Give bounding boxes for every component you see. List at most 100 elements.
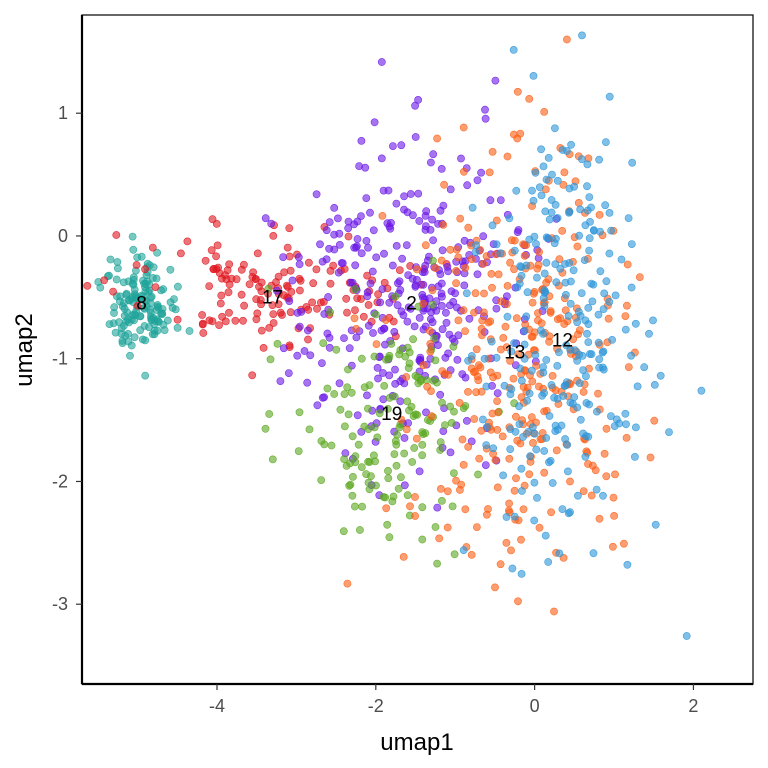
- data-point-cluster-12: [605, 297, 614, 306]
- data-point-cluster-12: [519, 433, 527, 441]
- data-point-cluster-12: [544, 153, 553, 162]
- data-point-cluster-12: [540, 269, 549, 278]
- data-point-cluster-2: [481, 114, 490, 123]
- data-point-cluster-12: [537, 326, 545, 335]
- data-point-cluster-12: [573, 403, 582, 412]
- data-point-cluster-19: [449, 469, 458, 477]
- data-point-cluster-13: [517, 535, 525, 544]
- data-point-cluster-13: [527, 332, 536, 341]
- data-point-cluster-12: [650, 380, 659, 389]
- data-point-cluster-12: [583, 329, 591, 338]
- data-point-cluster-19: [380, 381, 389, 390]
- data-point-cluster-2: [285, 297, 294, 305]
- data-point-cluster-12: [487, 337, 496, 346]
- data-point-cluster-13: [419, 299, 427, 308]
- data-point-cluster-12: [584, 338, 593, 346]
- data-point-cluster-12: [580, 256, 589, 264]
- data-point-cluster-12: [631, 452, 639, 461]
- data-point-cluster-19: [371, 310, 380, 319]
- data-point-cluster-12: [530, 516, 539, 525]
- data-point-cluster-19: [390, 450, 399, 458]
- data-point-cluster-12: [623, 560, 632, 569]
- data-point-cluster-12: [599, 305, 608, 313]
- data-point-cluster-12: [577, 289, 586, 297]
- data-point-cluster-13: [505, 499, 513, 508]
- data-point-cluster-19: [348, 491, 357, 500]
- data-point-cluster-19: [428, 256, 437, 265]
- data-point-cluster-17: [269, 231, 278, 240]
- data-point-cluster-13: [621, 312, 630, 320]
- data-point-cluster-2: [399, 311, 408, 319]
- data-point-cluster-12: [526, 452, 534, 461]
- data-point-cluster-12: [527, 366, 536, 375]
- data-point-cluster-2: [362, 236, 371, 245]
- data-point-cluster-2: [297, 307, 306, 316]
- data-point-cluster-2: [446, 185, 455, 194]
- data-point-cluster-8: [141, 336, 150, 345]
- data-point-cluster-12: [505, 214, 514, 223]
- data-point-cluster-12: [599, 365, 608, 374]
- data-point-cluster-12: [544, 558, 553, 566]
- data-point-cluster-2: [411, 281, 420, 290]
- data-point-cluster-13: [525, 470, 534, 479]
- data-point-cluster-2: [436, 206, 445, 215]
- data-point-cluster-12: [594, 310, 603, 319]
- data-point-cluster-2: [446, 448, 455, 457]
- data-point-cluster-12: [530, 429, 539, 438]
- data-point-cluster-2: [293, 351, 302, 360]
- data-point-cluster-19: [429, 376, 438, 385]
- data-point-cluster-2: [272, 286, 281, 295]
- data-point-cluster-8: [127, 341, 136, 350]
- data-point-cluster-19: [362, 470, 370, 478]
- data-point-cluster-17: [276, 308, 285, 317]
- data-point-cluster-2: [368, 267, 377, 276]
- data-point-cluster-13: [623, 260, 632, 269]
- data-point-cluster-13: [520, 251, 529, 260]
- data-point-cluster-8: [96, 283, 105, 292]
- data-point-cluster-12: [649, 316, 657, 325]
- data-point-cluster-12: [553, 361, 562, 370]
- data-point-cluster-13: [513, 134, 522, 143]
- data-point-cluster-2: [288, 276, 297, 285]
- data-point-cluster-13: [477, 387, 486, 396]
- data-point-cluster-19: [403, 491, 412, 500]
- data-point-cluster-2: [316, 240, 324, 249]
- data-point-cluster-2: [406, 304, 415, 313]
- data-point-cluster-12: [482, 423, 491, 431]
- data-point-cluster-13: [595, 210, 604, 219]
- data-point-cluster-2: [514, 226, 523, 234]
- data-point-cluster-17: [285, 224, 294, 233]
- data-point-cluster-19: [348, 472, 357, 481]
- data-point-cluster-2: [377, 154, 386, 163]
- data-point-cluster-12: [540, 286, 549, 295]
- data-point-cluster-19: [400, 449, 409, 458]
- data-point-cluster-13: [505, 454, 514, 463]
- data-point-cluster-17: [283, 283, 292, 291]
- data-point-cluster-19: [403, 343, 412, 352]
- data-point-cluster-17: [112, 231, 121, 239]
- data-point-cluster-2: [421, 225, 430, 234]
- data-point-cluster-12: [515, 402, 523, 411]
- data-point-cluster-12: [561, 435, 569, 443]
- data-point-cluster-12: [551, 124, 559, 133]
- data-point-cluster-12: [555, 549, 564, 558]
- data-point-cluster-12: [632, 423, 640, 432]
- data-point-cluster-8: [112, 275, 121, 284]
- data-point-cluster-12: [578, 155, 586, 164]
- data-point-cluster-13: [514, 350, 523, 358]
- data-point-cluster-12: [547, 208, 556, 217]
- cluster-label-12: 12: [552, 330, 573, 351]
- data-point-cluster-8: [160, 326, 169, 334]
- data-point-cluster-12: [480, 354, 489, 363]
- data-point-cluster-12: [558, 505, 567, 513]
- data-point-cluster-13: [502, 539, 511, 547]
- data-point-cluster-13: [486, 368, 495, 377]
- data-point-cluster-2: [493, 389, 502, 397]
- data-point-cluster-12: [548, 170, 556, 179]
- data-point-cluster-12: [553, 214, 562, 222]
- data-point-cluster-13: [546, 308, 555, 317]
- data-point-cluster-12: [523, 288, 532, 297]
- data-point-cluster-12: [584, 303, 593, 312]
- data-point-cluster-2: [400, 481, 409, 490]
- data-point-cluster-12: [517, 263, 526, 271]
